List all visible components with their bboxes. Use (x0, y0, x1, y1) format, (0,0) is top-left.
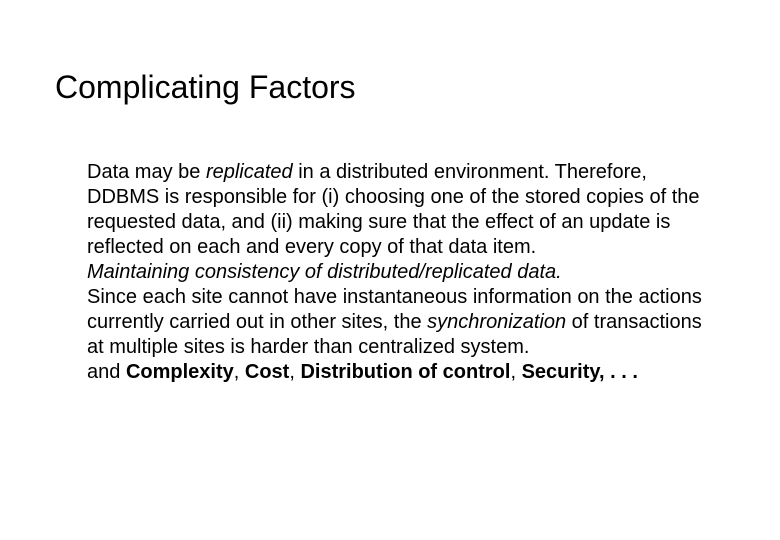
slide-container: Complicating Factors Data may be replica… (0, 0, 780, 540)
p4-text-d-bold: Cost (245, 361, 289, 383)
p3-text-b-italic: synchronization (427, 311, 566, 333)
p4-text-b-bold: Complexity (126, 361, 234, 383)
p4-text-c: , (234, 361, 245, 383)
p4-text-a: and (87, 361, 126, 383)
paragraph-1: Data may be replicated in a distributed … (87, 160, 707, 260)
slide-title: Complicating Factors (55, 70, 725, 105)
p4-text-e: , (289, 361, 300, 383)
p2-text-italic: Maintaining consistency of distributed/r… (87, 261, 562, 283)
p4-text-g: , (510, 361, 521, 383)
p4-text-h-bold: Security, . . . (522, 361, 638, 383)
slide-body: Data may be replicated in a distributed … (87, 160, 707, 385)
p1-text-b-italic: replicated (206, 161, 293, 183)
paragraph-2: Maintaining consistency of distributed/r… (87, 260, 707, 285)
p1-text-a: Data may be (87, 161, 206, 183)
paragraph-3: Since each site cannot have instantaneou… (87, 285, 707, 360)
p4-text-f-bold: Distribution of control (300, 361, 510, 383)
paragraph-4: and Complexity, Cost, Distribution of co… (87, 360, 707, 385)
